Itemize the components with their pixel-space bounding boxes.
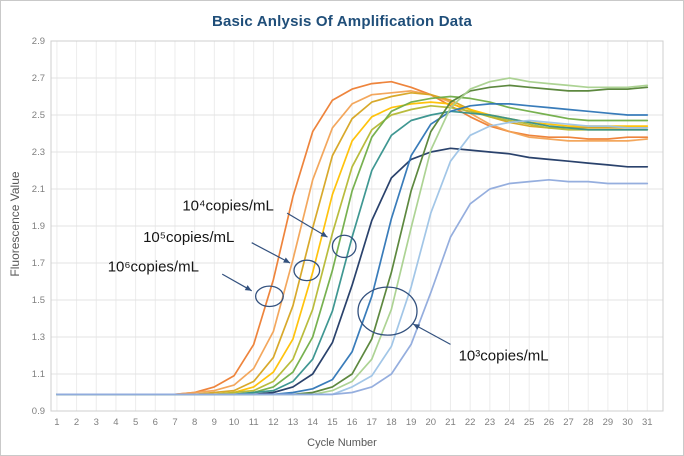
x-tick-label: 3 xyxy=(94,417,99,428)
x-tick-label: 2 xyxy=(74,417,79,428)
x-tick-label: 8 xyxy=(192,417,197,428)
x-tick-label: 31 xyxy=(642,417,653,428)
x-tick-label: 11 xyxy=(249,417,259,428)
x-tick-label: 20 xyxy=(426,417,437,428)
annotation-label: 10⁴copies/mL xyxy=(182,198,274,215)
x-tick-label: 15 xyxy=(327,417,338,428)
annotation-ellipse xyxy=(331,234,357,259)
y-tick-label: 1.1 xyxy=(32,369,45,380)
annotation-label: 10⁶copies/mL xyxy=(108,259,199,276)
x-tick-label: 16 xyxy=(347,417,358,428)
y-tick-label: 1.5 xyxy=(32,295,45,306)
x-tick-label: 29 xyxy=(603,417,614,428)
annotation-ellipse xyxy=(293,259,321,282)
x-tick-label: 13 xyxy=(288,417,299,428)
x-axis-label: Cycle Number xyxy=(307,437,377,449)
x-tick-label: 18 xyxy=(386,417,397,428)
annotation-ellipse xyxy=(357,286,418,336)
y-tick-label: 1.3 xyxy=(32,332,45,343)
y-tick-label: 2.1 xyxy=(32,184,45,195)
annotation-label: 10³copies/mL xyxy=(459,348,549,365)
annotation-arrow xyxy=(251,242,291,264)
x-tick-label: 5 xyxy=(133,417,138,428)
x-tick-label: 4 xyxy=(113,417,118,428)
chart-title: Basic Anlysis Of Amplification Data xyxy=(211,13,473,30)
annotation-arrow xyxy=(412,323,451,345)
x-tick-label: 12 xyxy=(268,417,279,428)
annotation-arrowhead xyxy=(413,324,421,330)
x-tick-label: 14 xyxy=(307,417,318,428)
x-tick-label: 30 xyxy=(622,417,633,428)
x-tick-label: 23 xyxy=(485,417,496,428)
x-tick-label: 17 xyxy=(366,417,377,428)
y-tick-label: 2.5 xyxy=(32,110,45,121)
x-tick-label: 19 xyxy=(406,417,417,428)
annotation-arrowhead xyxy=(244,285,252,291)
x-tick-label: 10 xyxy=(229,417,240,428)
x-tick-label: 21 xyxy=(445,417,456,428)
annotation-arrowhead xyxy=(320,231,328,238)
y-tick-label: 1.9 xyxy=(32,221,45,232)
y-tick-label: 2.7 xyxy=(32,73,45,84)
annotation-ellipse xyxy=(254,285,284,308)
y-tick-label: 2.3 xyxy=(32,147,45,158)
curve-10-3-copies-ml-rep5 xyxy=(56,178,649,396)
x-tick-label: 7 xyxy=(172,417,177,428)
annotation-arrow xyxy=(286,212,328,238)
x-tick-label: 22 xyxy=(465,417,476,428)
x-tick-label: 28 xyxy=(583,417,594,428)
y-tick-label: 1.7 xyxy=(32,258,45,269)
x-tick-label: 9 xyxy=(212,417,217,428)
x-tick-label: 25 xyxy=(524,417,535,428)
annotation-arrowhead xyxy=(283,257,291,263)
annotation-label: 10⁵copies/mL xyxy=(143,229,234,246)
x-tick-label: 6 xyxy=(153,417,158,428)
x-tick-label: 26 xyxy=(544,417,555,428)
x-tick-label: 27 xyxy=(563,417,574,428)
x-tick-label: 24 xyxy=(504,417,515,428)
y-tick-label: 2.9 xyxy=(32,36,45,47)
plot-border xyxy=(50,40,664,412)
y-tick-label: 0.9 xyxy=(32,406,45,417)
x-tick-label: 1 xyxy=(54,417,59,428)
